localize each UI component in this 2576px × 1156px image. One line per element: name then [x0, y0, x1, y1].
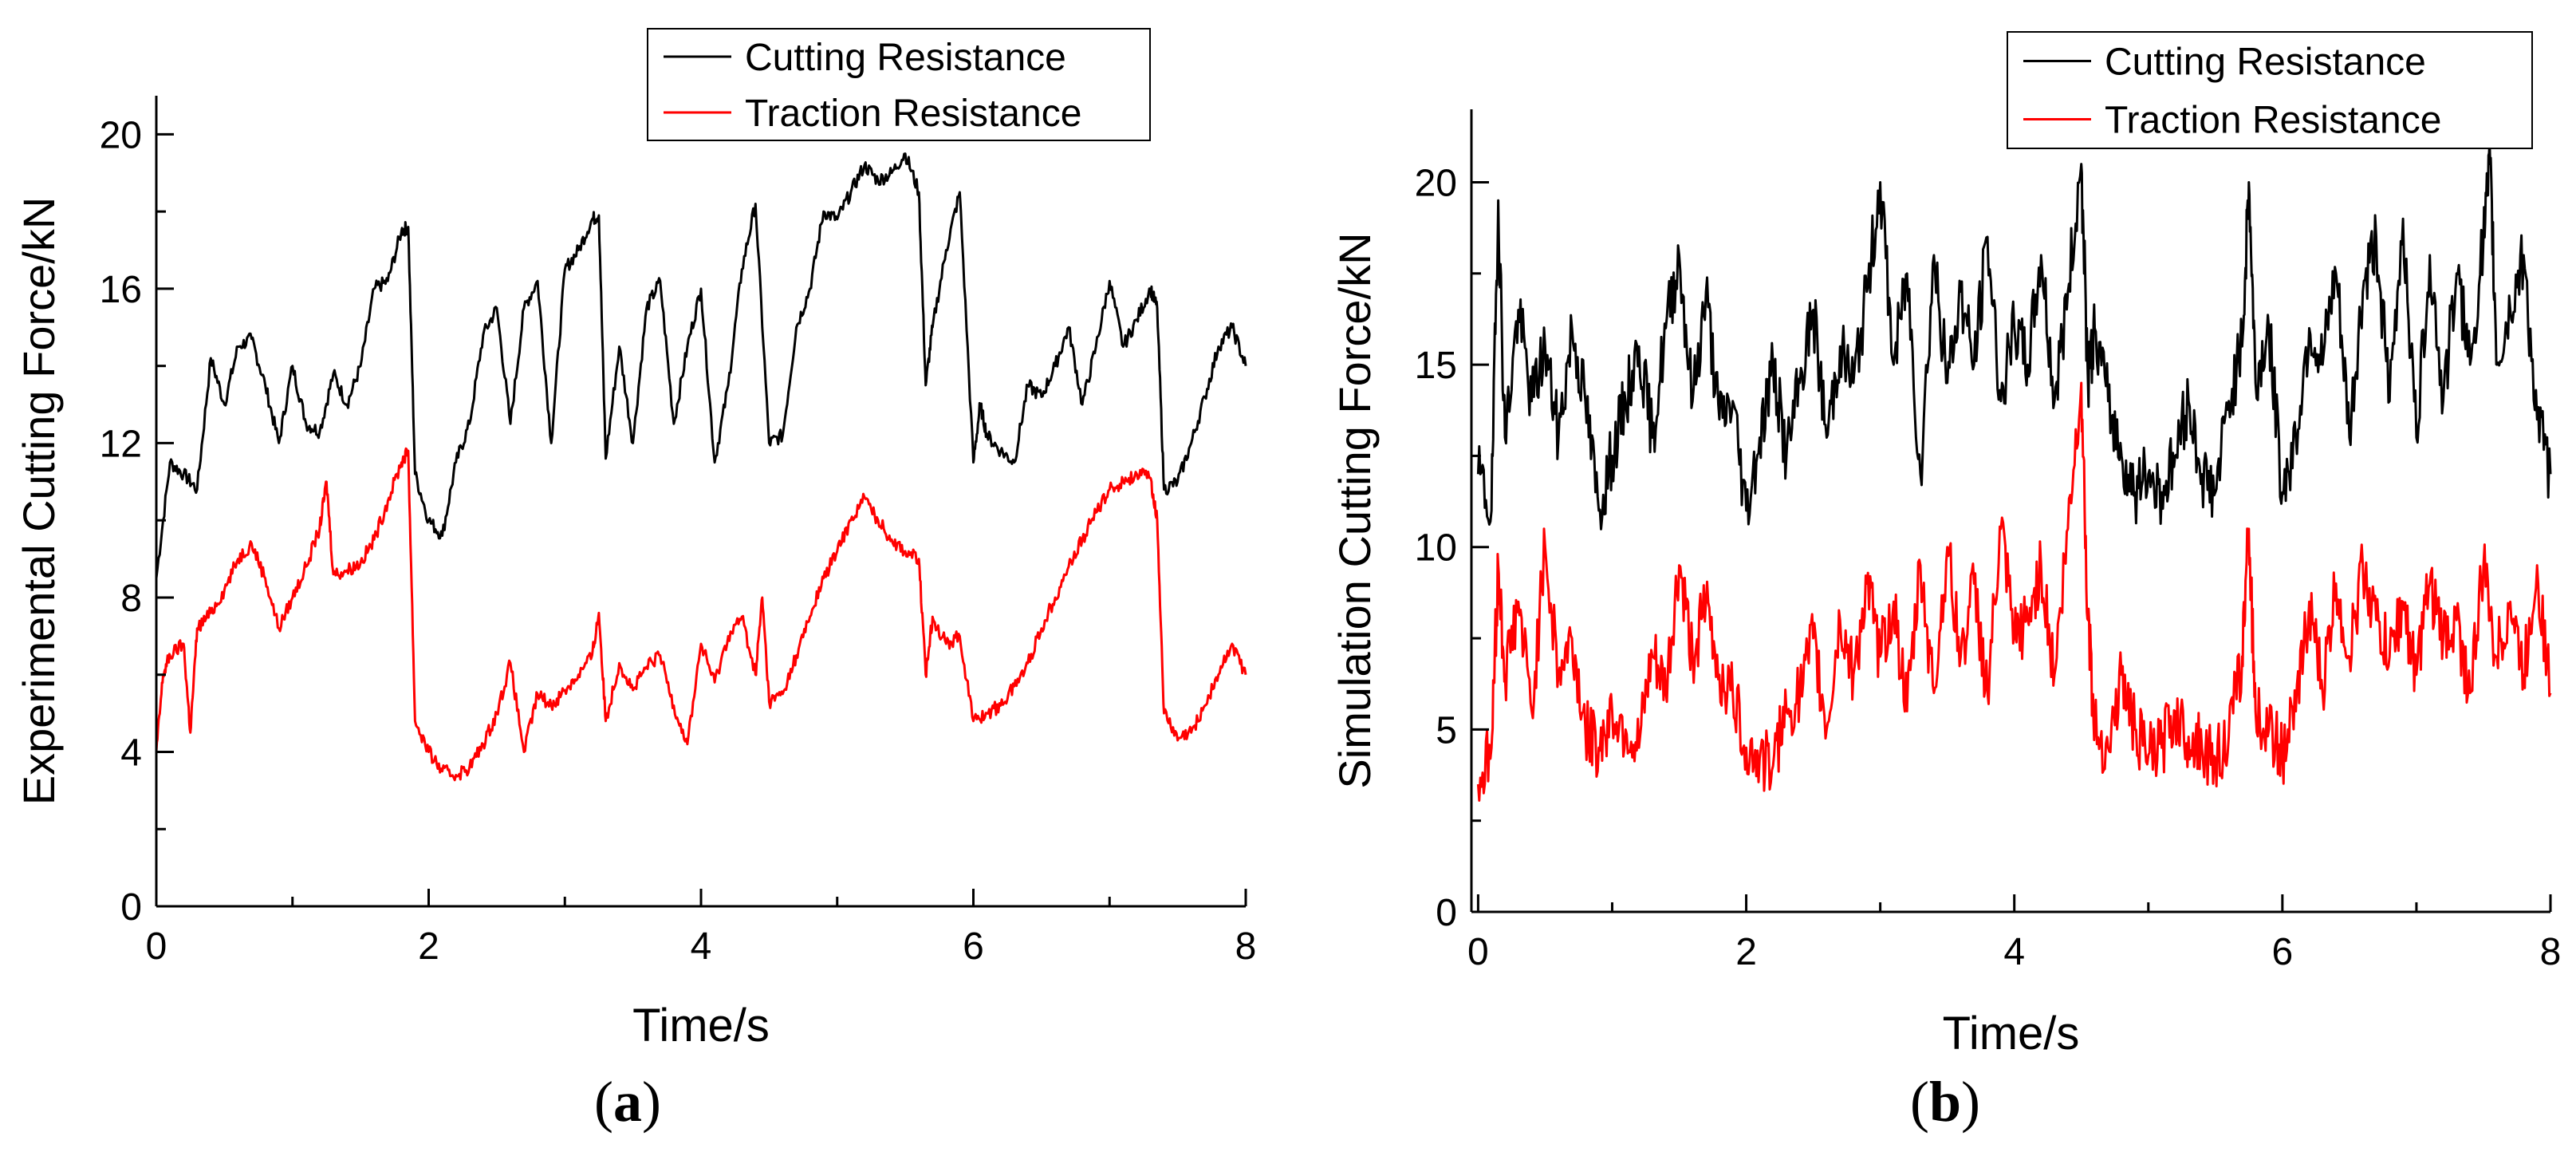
legend-label-traction: Traction Resistance: [745, 93, 1081, 135]
y-tick-label: 0: [1436, 892, 1457, 934]
series-line-cutting: [1476, 140, 2552, 531]
legend: Cutting Resistance Traction Resistance: [2007, 31, 2533, 149]
x-tick-label: 6: [2271, 931, 2293, 973]
y-tick-label: 0: [120, 886, 142, 929]
series-line-traction: [1476, 381, 2552, 802]
x-tick-label: 6: [963, 925, 984, 968]
legend: Cutting Resistance Traction Resistance: [647, 28, 1151, 141]
y-tick-label: 5: [1436, 709, 1457, 752]
legend-box: [647, 28, 1151, 141]
y-tick-label: 15: [1415, 345, 1457, 387]
y-tick-label: 8: [120, 578, 142, 620]
y-axis-label: Simulation Cutting Force/kN: [1329, 232, 1380, 788]
y-tick-label: 20: [100, 114, 142, 156]
y-tick-label: 4: [120, 732, 142, 774]
chart-panel-b: 0 2 4 6 8 0 5 10 15 20 Time/s Simulation Cutting Fo…: [1329, 31, 2562, 1059]
x-tick-label: 0: [146, 925, 167, 968]
legend-label-cutting: Cutting Resistance: [745, 37, 1066, 79]
x-tick-label: 4: [2003, 931, 2025, 973]
y-tick-label: 12: [100, 423, 142, 465]
y-tick-label: 16: [100, 269, 142, 311]
caption-a: (a): [594, 1070, 661, 1134]
x-axis-label: Time/s: [1943, 1008, 2080, 1059]
y-tick-label: 20: [1415, 162, 1457, 204]
series-line-cutting: [155, 152, 1247, 578]
legend-box: [2007, 31, 2533, 149]
x-tick-label: 0: [1467, 931, 1489, 973]
x-tick-label: 2: [418, 925, 439, 968]
series-line-traction: [155, 447, 1247, 782]
caption-b-letter: b: [1928, 1070, 1962, 1134]
x-tick-label: 2: [1735, 931, 1757, 973]
x-axis-label: Time/s: [632, 1000, 770, 1051]
x-tick-label: 8: [2540, 931, 2562, 973]
caption-a-letter: a: [612, 1070, 642, 1134]
legend-label-traction: Traction Resistance: [2105, 100, 2441, 142]
chart-panel-a: 0 2 4 6 8 0 4 8 12 16 20 Time/s Experimental Cutting…: [14, 28, 1257, 1051]
y-tick-label: 10: [1415, 527, 1457, 570]
x-tick-label: 8: [1235, 925, 1257, 968]
caption-b: (b): [1910, 1070, 1981, 1134]
y-axis-label: Experimental Cutting Force/kN: [14, 197, 64, 806]
legend-label-cutting: Cutting Resistance: [2105, 41, 2426, 84]
x-tick-label: 4: [691, 925, 712, 968]
